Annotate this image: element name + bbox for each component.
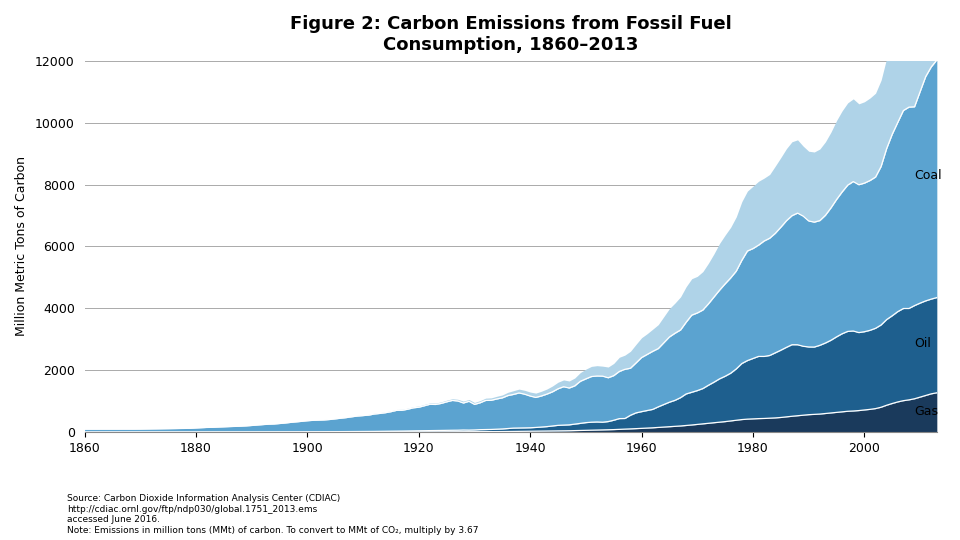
Y-axis label: Million Metric Tons of Carbon: Million Metric Tons of Carbon xyxy=(15,157,28,336)
Title: Figure 2: Carbon Emissions from Fossil Fuel
Consumption, 1860–2013: Figure 2: Carbon Emissions from Fossil F… xyxy=(290,15,732,54)
Text: Coal: Coal xyxy=(915,169,942,182)
Text: Gas: Gas xyxy=(915,406,939,419)
Text: Cement
production
and gas
flaring: Cement production and gas flaring xyxy=(0,539,1,540)
Text: Source: Carbon Dioxide Information Analysis Center (CDIAC)
http://cdiac.ornl.gov: Source: Carbon Dioxide Information Analy… xyxy=(67,495,479,535)
Text: Oil: Oil xyxy=(915,337,931,350)
